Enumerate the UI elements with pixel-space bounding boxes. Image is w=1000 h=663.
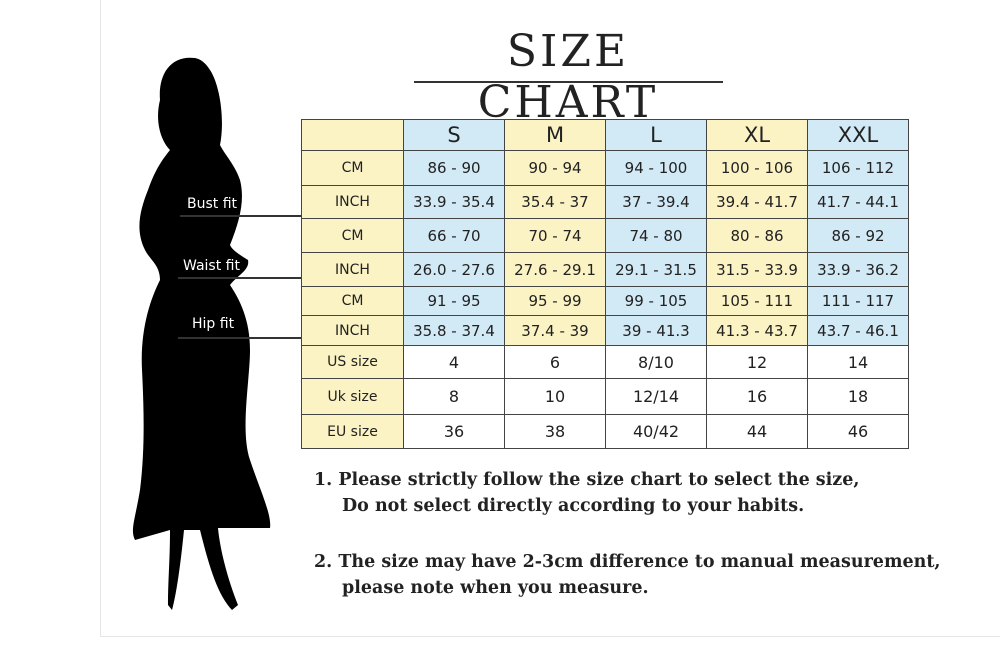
table-cell: 106 - 112 (807, 150, 909, 186)
waist-fit-line (178, 277, 301, 279)
page-title: SIZE CHART (477, 26, 659, 128)
table-cell: 4 (403, 345, 505, 379)
table-cell: 95 - 99 (504, 286, 606, 316)
table-cell: 70 - 74 (504, 218, 606, 253)
table-cell: 38 (504, 414, 606, 449)
table-cell: 66 - 70 (403, 218, 505, 253)
table-cell: 39 - 41.3 (605, 315, 707, 346)
bust-fit-line (180, 215, 301, 217)
table-cell: 74 - 80 (605, 218, 707, 253)
note-2-line-1: 2. The size may have 2-3cm difference to… (314, 552, 941, 572)
row-label: US size (301, 345, 404, 379)
note-2-line-2: please note when you measure. (342, 578, 649, 598)
note-1-line-2: Do not select directly according to your… (342, 496, 805, 516)
table-header-row: S M L XL XXL (301, 119, 909, 151)
table-cell: 16 (706, 378, 808, 415)
table-cell: 39.4 - 41.7 (706, 185, 808, 219)
table-cell: 12/14 (605, 378, 707, 415)
table-cell: 40/42 (605, 414, 707, 449)
woman-silhouette-icon (132, 57, 271, 610)
table-cell: 100 - 106 (706, 150, 808, 186)
table-cell: 14 (807, 345, 909, 379)
table-cell: 46 (807, 414, 909, 449)
table-cell: 99 - 105 (605, 286, 707, 316)
table-cell: 86 - 90 (403, 150, 505, 186)
table-row: INCH 35.8 - 37.4 37.4 - 39 39 - 41.3 41.3 - … (301, 315, 909, 346)
table-row: Uk size 8 10 12/14 16 18 (301, 378, 909, 415)
table-row: CM 86 - 90 90 - 94 94 - 100 100 - 106 106 - 1… (301, 150, 909, 186)
table-cell: 8/10 (605, 345, 707, 379)
table-row: INCH 33.9 - 35.4 35.4 - 37 37 - 39.4 39.4 - … (301, 185, 909, 219)
table-row: CM 91 - 95 95 - 99 99 - 105 105 - 111 111 - 1… (301, 286, 909, 316)
table-row: US size 4 6 8/10 12 14 (301, 345, 909, 379)
table-cell: 35.8 - 37.4 (403, 315, 505, 346)
table-cell: 94 - 100 (605, 150, 707, 186)
note-1-line-1: 1. Please strictly follow the size chart… (314, 470, 860, 490)
table-cell: 86 - 92 (807, 218, 909, 253)
waist-fit-label: Waist fit (183, 258, 240, 274)
table-cell: 27.6 - 29.1 (504, 252, 606, 287)
table-cell: 18 (807, 378, 909, 415)
note-2: 2. The size may have 2-3cm difference to… (314, 549, 941, 601)
row-label: CM (301, 218, 404, 253)
table-cell: 10 (504, 378, 606, 415)
table-cell: 35.4 - 37 (504, 185, 606, 219)
table-cell: 33.9 - 35.4 (403, 185, 505, 219)
chart-frame (100, 0, 1000, 637)
table-cell: 6 (504, 345, 606, 379)
row-label: CM (301, 150, 404, 186)
table-cell: 8 (403, 378, 505, 415)
hip-fit-label: Hip fit (192, 316, 235, 332)
header-cell: XXL (807, 119, 909, 151)
table-cell: 37 - 39.4 (605, 185, 707, 219)
table-cell: 29.1 - 31.5 (605, 252, 707, 287)
row-label: EU size (301, 414, 404, 449)
row-label: CM (301, 286, 404, 316)
header-cell: XL (706, 119, 808, 151)
row-label: INCH (301, 315, 404, 346)
row-label: INCH (301, 252, 404, 287)
row-label: Uk size (301, 378, 404, 415)
table-cell: 80 - 86 (706, 218, 808, 253)
header-cell: L (605, 119, 707, 151)
table-cell: 37.4 - 39 (504, 315, 606, 346)
table-cell: 105 - 111 (706, 286, 808, 316)
header-cell (301, 119, 404, 151)
size-table: S M L XL XXL CM 86 - 90 90 - 94 94 - 100 100… (301, 119, 909, 449)
table-row: EU size 36 38 40/42 44 46 (301, 414, 909, 449)
table-row: INCH 26.0 - 27.6 27.6 - 29.1 29.1 - 31.5 31.… (301, 252, 909, 287)
table-cell: 31.5 - 33.9 (706, 252, 808, 287)
hip-fit-line (178, 337, 301, 339)
table-cell: 12 (706, 345, 808, 379)
table-cell: 33.9 - 36.2 (807, 252, 909, 287)
table-cell: 90 - 94 (504, 150, 606, 186)
row-label: INCH (301, 185, 404, 219)
table-cell: 44 (706, 414, 808, 449)
title-underline (414, 81, 723, 83)
table-cell: 26.0 - 27.6 (403, 252, 505, 287)
note-1: 1. Please strictly follow the size chart… (314, 467, 859, 519)
table-cell: 91 - 95 (403, 286, 505, 316)
header-cell: S (403, 119, 505, 151)
table-cell: 41.3 - 43.7 (706, 315, 808, 346)
header-cell: M (504, 119, 606, 151)
bust-fit-label: Bust fit (187, 196, 238, 212)
table-row: CM 66 - 70 70 - 74 74 - 80 80 - 86 86 - 92 (301, 218, 909, 253)
table-cell: 41.7 - 44.1 (807, 185, 909, 219)
table-cell: 36 (403, 414, 505, 449)
table-cell: 111 - 117 (807, 286, 909, 316)
table-cell: 43.7 - 46.1 (807, 315, 909, 346)
